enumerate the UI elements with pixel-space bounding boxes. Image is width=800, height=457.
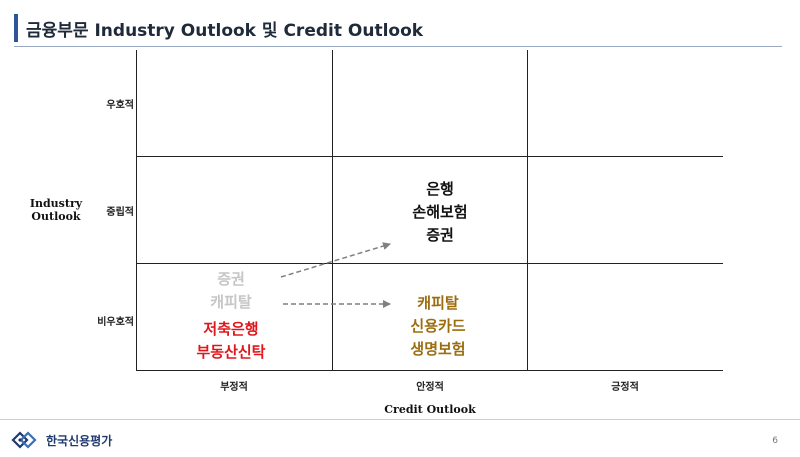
grid-line-v2: [527, 50, 528, 370]
cell-unfavorable-negative-previous: 증권 캐피탈: [176, 268, 286, 314]
title-bar: 금융부문 Industry Outlook 및 Credit Outlook: [14, 14, 423, 42]
sector-securities-previous: 증권: [217, 270, 245, 288]
logo-mark-icon: [11, 431, 37, 449]
y-axis-label-line1: Industry: [29, 197, 83, 210]
grid-line-h1: [136, 156, 723, 157]
sector-savings-bank: 저축은행: [203, 320, 259, 338]
page-title: 금융부문 Industry Outlook 및 Credit Outlook: [26, 20, 424, 41]
sector-capital-previous: 캐피탈: [210, 293, 252, 311]
x-tick-negative: 부정적: [220, 382, 248, 393]
cell-unfavorable-negative: 저축은행 부동산신탁: [176, 318, 286, 364]
company-logo: 한국신용평가: [10, 428, 112, 452]
sector-credit-card: 신용카드: [410, 317, 466, 335]
sector-bank: 은행: [426, 180, 454, 198]
grid-line-v1: [332, 50, 333, 370]
y-tick-favorable: 우호적: [106, 100, 134, 111]
company-name: 한국신용평가: [46, 433, 113, 448]
title-divider: [14, 46, 782, 47]
y-axis-label-line2: Outlook: [31, 210, 81, 224]
grid-line-bottom-axis: [136, 370, 723, 371]
y-tick-unfavorable: 비우호적: [97, 317, 134, 328]
outlook-matrix: [136, 50, 723, 371]
cell-neutral-stable: 은행 손해보험 증권: [380, 178, 500, 247]
x-axis-label: Credit Outlook: [384, 403, 476, 416]
x-tick-positive: 긍정적: [611, 382, 639, 393]
cell-unfavorable-stable: 캐피탈 신용카드 생명보험: [378, 292, 498, 361]
sector-securities: 증권: [426, 226, 454, 244]
sector-non-life-insurance: 손해보험: [412, 203, 468, 221]
y-axis-label: Industry Outlook: [24, 197, 88, 223]
sector-life-insurance: 생명보험: [410, 340, 466, 358]
y-tick-neutral: 중립적: [106, 207, 134, 218]
sector-capital: 캐피탈: [417, 294, 459, 312]
page-number: 6: [772, 436, 778, 446]
x-tick-stable: 안정적: [416, 382, 444, 393]
grid-line-h2: [136, 263, 723, 264]
footer-divider: [0, 419, 800, 420]
grid-line-left-axis: [136, 50, 137, 370]
sector-real-estate-trust: 부동산신탁: [196, 343, 266, 361]
